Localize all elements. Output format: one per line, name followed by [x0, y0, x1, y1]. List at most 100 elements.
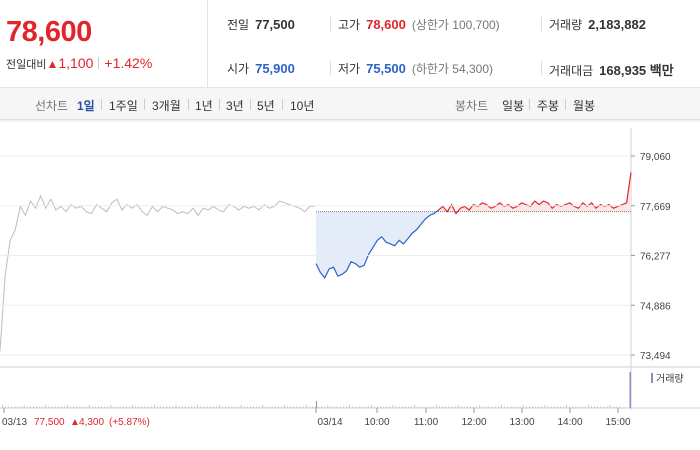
change-percent: +1.42%	[104, 55, 153, 71]
volume-bar	[110, 405, 112, 408]
x-tick-label: 14:00	[557, 417, 582, 428]
volume-bar	[312, 406, 313, 408]
tab-weekly[interactable]: 주봉	[537, 99, 560, 113]
volume-bar	[584, 406, 586, 408]
upper-limit: (상한가 100,700)	[411, 18, 500, 32]
tab-monthly[interactable]: 월봉	[573, 99, 596, 113]
volume-bar	[36, 406, 37, 408]
volume-bar	[240, 405, 242, 408]
volume-bar	[73, 406, 75, 408]
volume-bar	[454, 406, 456, 408]
volume-bar	[439, 406, 440, 408]
y-tick-label: 76,277	[640, 252, 671, 263]
volume-bar	[367, 406, 369, 408]
volume-bar	[361, 406, 363, 408]
volume-bar	[243, 406, 245, 408]
volume-bar	[305, 405, 307, 408]
volume-bar	[299, 406, 301, 408]
volume-bar	[597, 406, 598, 408]
volume-bar	[256, 406, 257, 408]
volume-bar	[432, 406, 434, 408]
tab-5y[interactable]: 5년	[257, 99, 275, 113]
tab-1d[interactable]: 1일	[77, 99, 95, 113]
volume-bar	[287, 406, 288, 408]
y-tick-label: 73,494	[640, 351, 671, 362]
volume-bar	[377, 406, 378, 408]
volume-bar	[296, 406, 298, 408]
volume-bar	[222, 406, 223, 408]
volume-bar	[17, 406, 19, 408]
volume-bar	[132, 405, 133, 408]
price-change: 전일대비▲1,100 +1.42%	[6, 55, 152, 72]
volume-bar	[23, 405, 25, 408]
change-amount: 1,100	[58, 55, 94, 71]
volume-bar	[191, 406, 192, 408]
quote-summary: 78,600 전일대비▲1,100 +1.42%	[0, 0, 208, 88]
tab-daily[interactable]: 일봉	[502, 99, 525, 113]
volume-panel	[2, 372, 631, 408]
prev-day-series	[0, 194, 315, 352]
volume-bar	[485, 406, 487, 408]
volume-bar	[473, 406, 474, 408]
tab-10y[interactable]: 10년	[290, 99, 315, 113]
x-tick-label: 12:00	[461, 417, 486, 428]
volume-bar	[563, 406, 564, 408]
volume-bar	[336, 406, 338, 408]
volume-bar	[380, 406, 381, 408]
volume-bar	[333, 406, 335, 408]
x-axis: 03/14 10:00 11:00 12:00 13:00 14:00 15:00	[3, 408, 631, 428]
volume-bar	[541, 406, 543, 408]
volume-bar	[153, 405, 155, 408]
volume-bar	[268, 406, 270, 408]
volume-bar	[88, 405, 90, 408]
volume-bar	[535, 406, 536, 408]
current-price: 78,600	[6, 16, 92, 48]
volume-bar	[386, 406, 388, 408]
volume-bar	[364, 406, 366, 408]
volume-bar	[284, 405, 285, 408]
prev-value: 77,500	[255, 17, 295, 32]
today-series-down	[315, 209, 439, 280]
volume-bar	[423, 406, 425, 408]
tab-3y[interactable]: 3년	[226, 99, 244, 113]
volume-bar	[522, 405, 524, 408]
volume-bar	[519, 406, 521, 408]
below-prev-area	[316, 209, 439, 278]
volume-bar	[420, 406, 422, 408]
tab-1y[interactable]: 1년	[195, 99, 213, 113]
volume-bar	[184, 406, 186, 408]
volume-bar	[85, 406, 87, 408]
tab-3m[interactable]: 3개월	[152, 99, 181, 113]
volume-bar	[104, 406, 106, 408]
volume-bar	[442, 406, 443, 408]
volume-bar	[126, 406, 127, 408]
volume-bar	[82, 406, 84, 408]
volume-bar	[308, 406, 310, 408]
volume-bar	[5, 406, 6, 408]
volume-bar	[405, 406, 406, 408]
volume-bar	[79, 406, 81, 408]
prev-day-summary: 03/13 77,500 ▲ 4,300 (+5.87%)	[2, 417, 150, 428]
volume-bar	[33, 406, 34, 408]
volume-bar	[228, 406, 230, 408]
volume-bar	[144, 406, 146, 408]
volume-bar	[57, 406, 59, 408]
volume-bar	[246, 406, 248, 408]
volume-bar	[389, 406, 391, 408]
volume-bar	[250, 406, 251, 408]
volume-bar	[448, 406, 450, 408]
y-axis: 79,060 77,669 76,277 74,886 73,494	[0, 152, 671, 362]
y-tick-label: 74,886	[640, 301, 671, 312]
volume-bar	[101, 406, 102, 408]
volume-bar	[398, 406, 400, 408]
volume-bar	[603, 406, 605, 408]
tab-1w[interactable]: 1주일	[109, 99, 138, 113]
volume-bar	[26, 406, 28, 408]
high-value: 78,600	[366, 17, 406, 32]
volume-bar	[538, 406, 540, 408]
volume-bar	[445, 406, 447, 408]
volume-bar	[463, 406, 465, 408]
volume-bar	[234, 406, 236, 408]
prev-day-change-pct: (+5.87%)	[109, 417, 150, 428]
volume-bar	[11, 406, 13, 408]
